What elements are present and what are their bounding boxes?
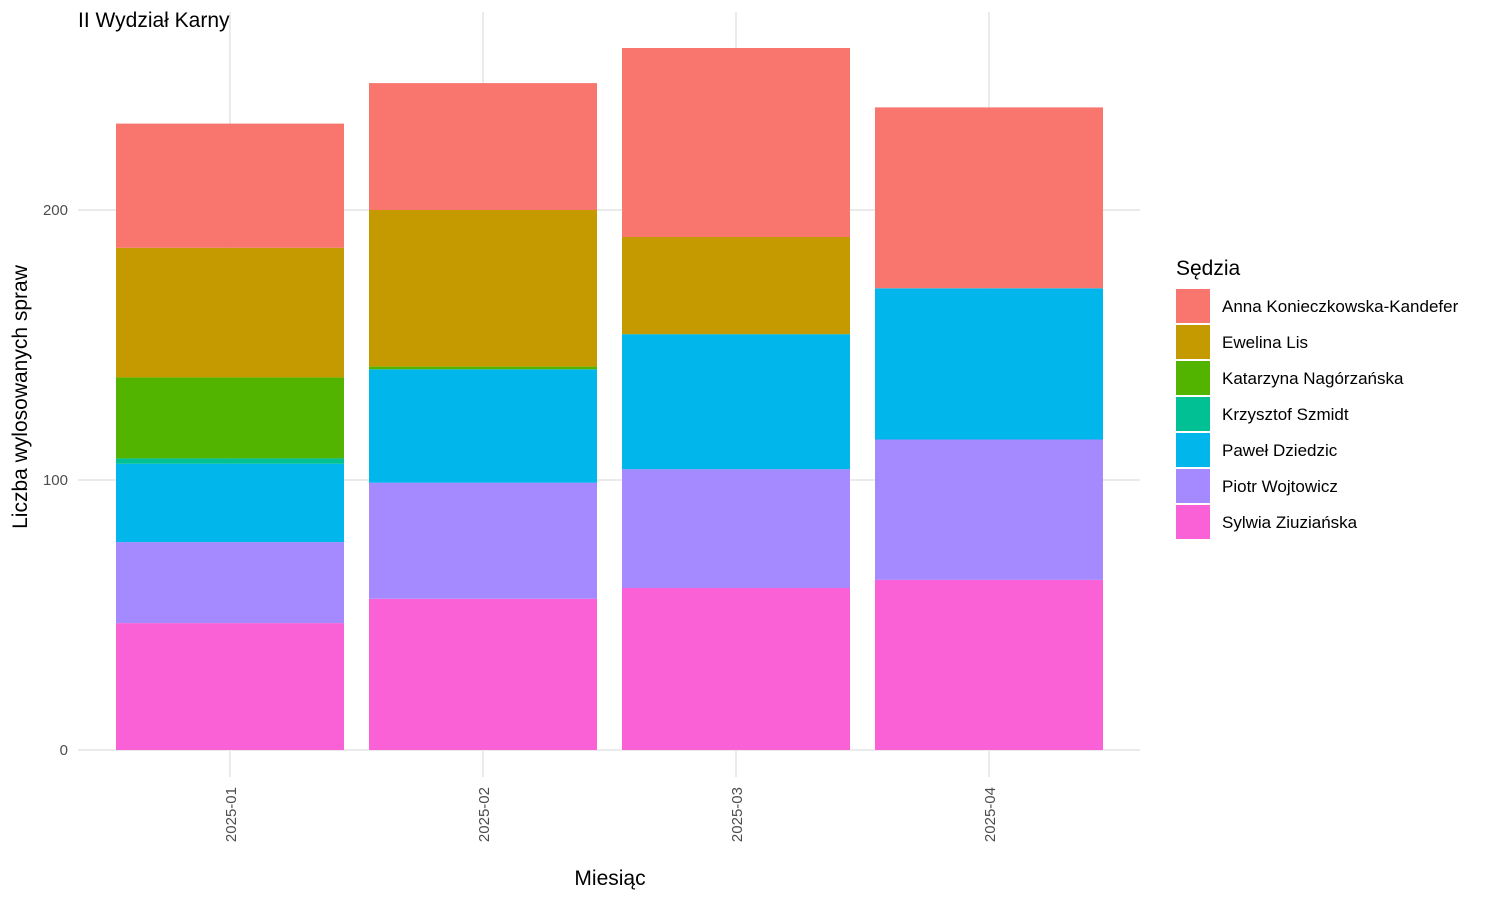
bar-segment-2025-01-krzysztof-szmidt xyxy=(116,458,344,464)
bar-segment-2025-04-piotr-wojtowicz xyxy=(875,439,1103,580)
legend-label: Paweł Dziedzic xyxy=(1222,441,1338,460)
x-tick-label-2025-04: 2025-04 xyxy=(982,787,999,842)
bar-segment-2025-04-anna-konieczkowska-kandefer xyxy=(875,107,1103,289)
legend-label: Piotr Wojtowicz xyxy=(1222,477,1338,496)
bar-segment-2025-03-pawe-dziedzic xyxy=(622,334,850,470)
legend-label: Ewelina Lis xyxy=(1222,333,1308,352)
y-axis-title: Liczba wylosowanych spraw xyxy=(9,264,32,529)
x-tick-label-2025-01: 2025-01 xyxy=(223,787,240,842)
bar-segment-2025-02-sylwia-ziuzia-ska xyxy=(369,598,597,750)
legend-title: Sędzia xyxy=(1176,257,1241,280)
bar-segment-2025-02-katarzyna-nag-rza-ska xyxy=(369,366,597,370)
bar-segment-2025-02-piotr-wojtowicz xyxy=(369,482,597,599)
x-axis-title: Miesiąc xyxy=(574,867,645,890)
legend-label: Krzysztof Szmidt xyxy=(1222,405,1349,424)
legend-items: Anna Konieczkowska-Kandefer Ewelina Lis Ka… xyxy=(1176,289,1459,539)
y-axis-ticks: 0 100 200 xyxy=(43,202,68,759)
bar-segment-2025-03-sylwia-ziuzia-ska xyxy=(622,588,850,750)
legend-swatch-piotr-wojtowicz xyxy=(1176,469,1210,503)
bar-segment-2025-02-ewelina-lis xyxy=(369,210,597,367)
bars xyxy=(116,48,1103,750)
bar-segment-2025-01-katarzyna-nag-rza-ska xyxy=(116,377,344,459)
legend-label: Anna Konieczkowska-Kandefer xyxy=(1222,297,1459,316)
x-tick-label-2025-02: 2025-02 xyxy=(476,787,493,842)
legend: Sędzia Anna Konieczkowska-Kandefer Ewelin… xyxy=(1176,257,1459,539)
legend-swatch-ewelina-lis xyxy=(1176,325,1210,359)
bar-segment-2025-01-ewelina-lis xyxy=(116,247,344,378)
legend-label: Katarzyna Nagórzańska xyxy=(1222,369,1404,388)
legend-swatch-sylwia-ziuzia-ska xyxy=(1176,505,1210,539)
legend-swatch-katarzyna-nag-rza-ska xyxy=(1176,361,1210,395)
bar-segment-2025-01-anna-konieczkowska-kandefer xyxy=(116,123,344,248)
legend-swatch-krzysztof-szmidt xyxy=(1176,397,1210,431)
legend-swatch-pawe-dziedzic xyxy=(1176,433,1210,467)
bar-segment-2025-04-sylwia-ziuzia-ska xyxy=(875,579,1103,750)
chart-title: II Wydział Karny xyxy=(78,9,230,32)
legend-label: Sylwia Ziuziańska xyxy=(1222,513,1358,532)
bar-segment-2025-04-pawe-dziedzic xyxy=(875,288,1103,440)
bar-segment-2025-01-pawe-dziedzic xyxy=(116,463,344,543)
bar-segment-2025-01-piotr-wojtowicz xyxy=(116,542,344,624)
bar-segment-2025-03-ewelina-lis xyxy=(622,237,850,335)
bar-segment-2025-03-anna-konieczkowska-kandefer xyxy=(622,48,850,237)
bar-segment-2025-02-pawe-dziedzic xyxy=(369,369,597,483)
y-tick-label-200: 200 xyxy=(43,202,68,219)
x-axis-ticks: 2025-01 2025-02 2025-03 2025-04 xyxy=(223,787,999,842)
bar-segment-2025-03-piotr-wojtowicz xyxy=(622,469,850,588)
bar-segment-2025-01-sylwia-ziuzia-ska xyxy=(116,623,344,750)
bar-segment-2025-02-anna-konieczkowska-kandefer xyxy=(369,83,597,210)
x-tick-label-2025-03: 2025-03 xyxy=(729,787,746,842)
y-tick-label-0: 0 xyxy=(60,742,68,759)
y-tick-label-100: 100 xyxy=(43,472,68,489)
legend-swatch-anna-konieczkowska-kandefer xyxy=(1176,289,1210,323)
